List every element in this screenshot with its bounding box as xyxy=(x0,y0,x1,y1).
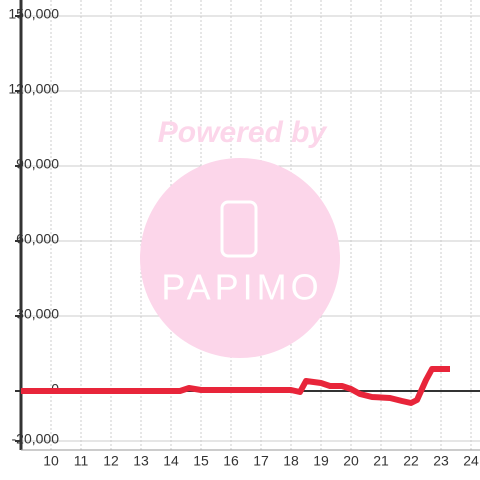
x-tick-label: 15 xyxy=(193,453,209,469)
x-tick-label: 18 xyxy=(283,453,299,469)
y-tick-label: 150,000 xyxy=(8,6,59,22)
x-tick-label: 11 xyxy=(74,453,89,469)
x-tick-label: 24 xyxy=(463,453,479,469)
watermark-text: Powered by xyxy=(158,116,328,149)
x-tick-label: 22 xyxy=(403,453,419,469)
watermark-icon xyxy=(220,200,258,258)
x-tick-label: 10 xyxy=(43,453,59,469)
line xyxy=(21,366,450,406)
x-tick-label: 23 xyxy=(433,453,449,469)
x-tick-label: 13 xyxy=(133,453,149,469)
x-tick-label: 14 xyxy=(163,453,179,469)
x-tick-label: 16 xyxy=(223,453,239,469)
y-tick-label: 60,000 xyxy=(16,231,59,247)
x-tick-label: 17 xyxy=(253,453,269,469)
x-tick-label: 20 xyxy=(343,453,359,469)
plot: -20,000030,00060,00090,000120,000150,000… xyxy=(8,0,480,469)
x-tick-label: 19 xyxy=(313,453,329,469)
y-tick-label: 30,000 xyxy=(16,306,59,322)
y-tick-label: -20,000 xyxy=(12,431,60,447)
y-tick-label: 90,000 xyxy=(16,156,59,172)
x-tick-label: 21 xyxy=(373,453,389,469)
y-tick-label: 120,000 xyxy=(8,81,59,97)
watermark-logo: PAPIMO xyxy=(161,267,322,308)
watermark-circle xyxy=(140,158,340,358)
x-tick-label: 12 xyxy=(103,453,119,469)
